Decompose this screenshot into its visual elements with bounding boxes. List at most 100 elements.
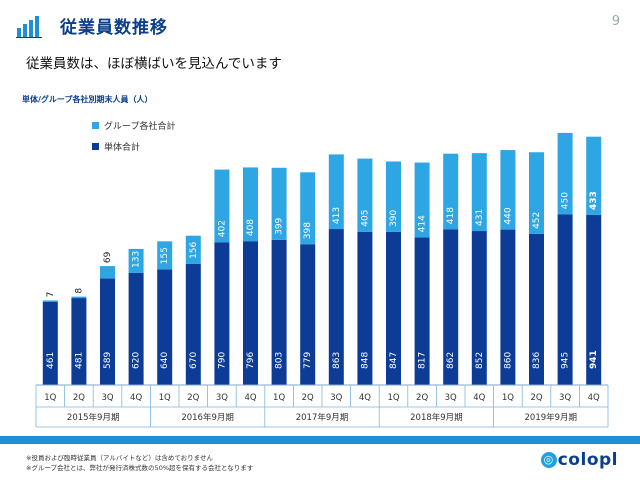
- bar-standalone: [300, 244, 316, 385]
- bar-group: [214, 169, 230, 243]
- bar-standalone: [414, 237, 430, 385]
- bar-group: [128, 248, 144, 273]
- data-label-standalone: 836: [532, 352, 542, 369]
- bar-standalone: [157, 269, 173, 385]
- legend-swatch-group: [92, 122, 99, 129]
- bar-group: [243, 167, 258, 242]
- bar-standalone: [214, 242, 230, 385]
- bar-group: [500, 150, 516, 230]
- data-label-standalone: 796: [246, 352, 256, 369]
- legend-label-group: グループ各社合計: [104, 122, 176, 132]
- data-label-standalone: 860: [503, 352, 513, 369]
- logo-text: colopl: [557, 450, 618, 470]
- footnotes: ※役員および臨時従業員（アルバイトなど）は含めておりません ※グループ会社とは、…: [26, 453, 253, 473]
- bar-group: [386, 161, 401, 232]
- year-group-label: 2017年9月期: [296, 412, 349, 423]
- bar-group: [100, 266, 115, 279]
- bar-standalone: [185, 263, 201, 385]
- year-group-label: 2019年9月期: [525, 412, 578, 423]
- x-tick-label: 4Q: [588, 393, 600, 403]
- data-label-group: 431: [475, 209, 485, 226]
- bar-chart-icon: [16, 16, 42, 38]
- bar-standalone: [271, 239, 287, 385]
- data-label-standalone: 779: [303, 352, 313, 369]
- company-logo: ◎ colopl: [540, 450, 618, 470]
- bar-group: [328, 154, 344, 230]
- data-label-group: 155: [160, 247, 170, 264]
- data-label-group: 405: [360, 210, 370, 227]
- bar-group: [157, 241, 173, 270]
- x-tick-label: 4Q: [359, 393, 371, 403]
- data-label-standalone: 790: [217, 352, 227, 369]
- x-tick-label: 3Q: [559, 393, 571, 403]
- x-tick-label: 1Q: [44, 393, 56, 403]
- bar-group: [529, 152, 544, 234]
- bar-group: [557, 132, 573, 215]
- data-label-group: 7: [46, 292, 56, 298]
- data-label-group: 133: [132, 251, 142, 268]
- x-tick-label: 2Q: [302, 393, 314, 403]
- bar-group: [185, 235, 201, 264]
- bar-group: [271, 167, 287, 240]
- chart-legend: グループ各社合計 単体合計: [92, 115, 175, 157]
- bar-group: [414, 162, 430, 238]
- bar-group: [357, 158, 373, 232]
- bar-group: [71, 296, 87, 299]
- data-label-group: 418: [446, 207, 456, 224]
- legend-swatch-standalone: [92, 143, 99, 150]
- data-label-standalone: 945: [561, 352, 571, 369]
- data-label-standalone: 620: [132, 352, 142, 369]
- x-tick-label: 2Q: [73, 393, 85, 403]
- bar-standalone: [386, 231, 401, 385]
- data-label-standalone: 863: [332, 352, 342, 369]
- bar-standalone: [529, 233, 544, 385]
- bar-standalone: [357, 231, 373, 385]
- logo-mark-icon: ◎: [540, 452, 557, 468]
- data-label-group: 8: [74, 288, 84, 294]
- bar-standalone: [500, 229, 516, 385]
- data-label-group: 402: [217, 220, 227, 237]
- data-label-standalone: 817: [418, 352, 428, 369]
- bar-standalone: [586, 214, 602, 385]
- data-label-standalone: 803: [275, 352, 285, 369]
- page-number: 9: [611, 14, 620, 29]
- x-tick-label: 1Q: [387, 393, 399, 403]
- data-label-group: 440: [503, 207, 513, 224]
- x-tick-label: 4Q: [473, 393, 485, 403]
- data-label-group: 398: [303, 222, 313, 239]
- bar-group: [300, 172, 316, 245]
- x-tick-label: 4Q: [244, 393, 256, 403]
- employee-stacked-bar-chart: 461 7 1Q 481 8 2Q 589 69 3Q 620 133 4Q 640 155 1Q 670 15…: [35, 132, 609, 428]
- x-tick-label: 1Q: [159, 393, 171, 403]
- data-label-group: 408: [246, 219, 256, 236]
- year-group-label: 2016年9月期: [181, 412, 234, 423]
- year-group-label: 2015年9月期: [67, 412, 120, 423]
- x-tick-label: 3Q: [330, 393, 342, 403]
- bar-group: [471, 153, 487, 232]
- footnote-1: ※役員および臨時従業員（アルバイトなど）は含めておりません: [26, 454, 213, 462]
- data-label-standalone: 862: [446, 352, 456, 369]
- bar-standalone: [71, 298, 87, 385]
- bar-group: [443, 153, 459, 230]
- bar-standalone: [328, 229, 344, 385]
- bar-standalone: [128, 272, 144, 385]
- x-tick-label: 1Q: [273, 393, 285, 403]
- bar-standalone: [557, 214, 573, 385]
- data-label-standalone: 941: [589, 350, 599, 369]
- legend-label-standalone: 単体合計: [104, 143, 141, 153]
- data-label-standalone: 461: [46, 352, 56, 369]
- data-label-group: 390: [389, 209, 399, 226]
- bar-standalone: [243, 241, 258, 385]
- bar-standalone: [443, 229, 459, 385]
- x-tick-label: 2Q: [416, 393, 428, 403]
- bar-standalone: [471, 231, 487, 385]
- data-label-group: 156: [189, 241, 199, 258]
- data-label-standalone: 640: [160, 352, 170, 369]
- bar-group: [42, 300, 58, 302]
- year-group-label: 2018年9月期: [410, 412, 463, 423]
- bar-group: [586, 136, 602, 215]
- bar-standalone: [42, 301, 58, 385]
- x-tick-label: 4Q: [130, 393, 142, 403]
- data-label-group: 69: [103, 251, 113, 263]
- footnote-2: ※グループ会社とは、弊社が発行済株式数の50%超を保有する会社となります: [26, 464, 254, 472]
